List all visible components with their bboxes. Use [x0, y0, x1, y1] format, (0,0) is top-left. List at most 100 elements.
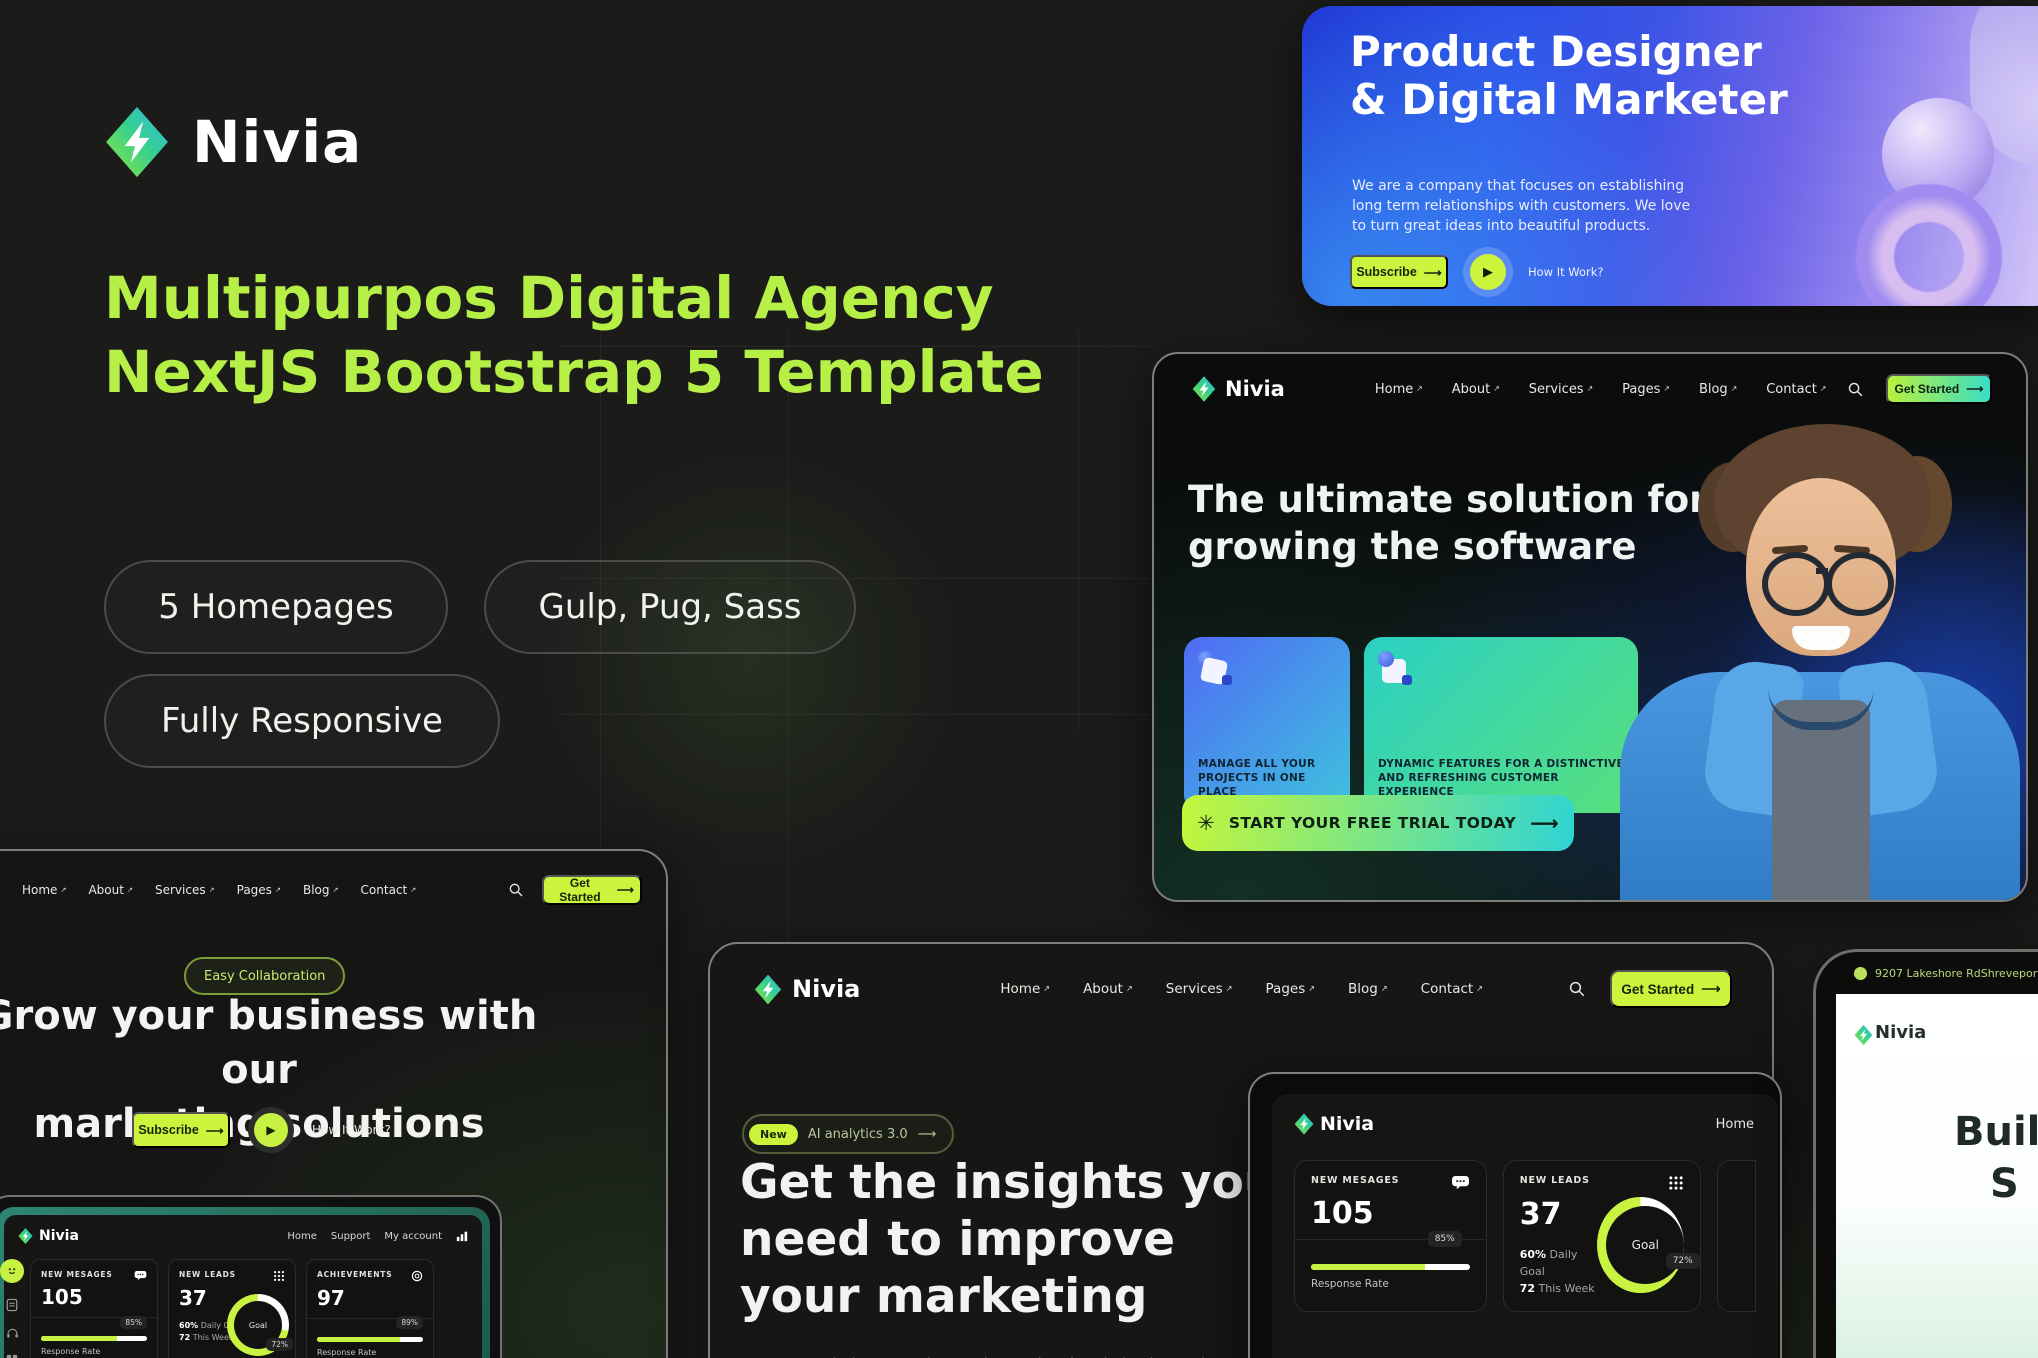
external-arrow-icon: ↗: [126, 885, 133, 894]
nav-item-label: Home: [1000, 981, 1041, 997]
arrow-right-icon: ⟶: [1530, 811, 1559, 835]
dashboard-panel: Nivia Home NEW MESAGES 105 85%: [1272, 1094, 1778, 1358]
nivia-logo-icon: [1854, 1024, 1873, 1045]
nav-item-pages[interactable]: Pages ↗: [237, 883, 281, 897]
stat-label: NEW MESAGES: [1311, 1175, 1400, 1186]
nav-item-home[interactable]: Home ↗: [22, 883, 66, 897]
badge-label: Easy Collaboration: [204, 968, 326, 984]
nav-menu: Home ↗ About ↗ Services ↗ Pages ↗ Blog ↗ Cont…: [1000, 981, 1483, 997]
daily-goal-value: 60%: [1519, 1248, 1547, 1261]
promo-card-product-designer: Product Designer & Digital Marketer We a…: [1302, 6, 2038, 306]
feature-pill-homepages: 5 Homepages: [104, 560, 448, 654]
location-dot-icon: [1854, 966, 1867, 980]
stat-card-messages: NEW MESAGES 105 85% Response Rate: [30, 1259, 158, 1358]
nav-item-services[interactable]: Services ↗: [1529, 382, 1593, 397]
ai-analytics-badge[interactable]: New AI analytics 3.0 ⟶: [742, 1114, 955, 1154]
nav-item-contact[interactable]: Contact ↗: [361, 883, 417, 897]
play-button[interactable]: ▶: [248, 1107, 294, 1153]
collaboration-badge: Easy Collaboration: [184, 957, 346, 995]
grid-icon[interactable]: [6, 1354, 18, 1358]
feature-pill-label: 5 Homepages: [158, 587, 394, 627]
page-title-line1: Multipurpos Digital Agency: [104, 263, 994, 332]
feature-pill-tooling: Gulp, Pug, Sass: [484, 560, 856, 654]
background-gridline: [600, 330, 601, 945]
get-started-label: Get Started: [1894, 382, 1960, 396]
dash-nav-home[interactable]: Home: [287, 1230, 317, 1242]
document-icon[interactable]: [6, 1298, 18, 1312]
goal-progress-ring: Goal: [1597, 1197, 1685, 1293]
brand-name: Nivia: [1225, 377, 1285, 401]
search-icon[interactable]: [1847, 381, 1864, 398]
play-button[interactable]: ▶: [1470, 254, 1506, 290]
external-arrow-icon: ↗: [410, 885, 417, 894]
stat-cards-row: NEW MESAGES 105 85% Response Rate: [30, 1259, 434, 1358]
arrow-right-icon: ⟶: [917, 1126, 937, 1142]
external-arrow-icon: ↗: [274, 885, 281, 894]
search-icon[interactable]: [1568, 980, 1586, 998]
nav-item-about[interactable]: About ↗: [1083, 981, 1133, 997]
get-started-button[interactable]: Get Started ⟶: [1886, 374, 1992, 404]
stat-value: 37: [179, 1286, 207, 1310]
stat-badge: 89%: [396, 1316, 423, 1329]
stat-card-messages: NEW MESAGES 105 85% Response Rate: [1294, 1160, 1487, 1312]
bar-chart-icon[interactable]: [456, 1230, 468, 1242]
week-value: 72: [179, 1333, 191, 1342]
play-icon: ▶: [1483, 264, 1493, 280]
nav-item-home[interactable]: Home ↗: [1375, 382, 1423, 397]
dash-nav-home[interactable]: Home: [1715, 1116, 1754, 1132]
goal-label: Goal: [248, 1320, 268, 1330]
external-arrow-icon: ↗: [1493, 383, 1500, 393]
nav-item-contact[interactable]: Contact ↗: [1766, 382, 1826, 397]
arrow-right-icon: ⟶: [205, 1123, 224, 1138]
subscribe-label: Subscribe: [1356, 265, 1417, 279]
nav-item-blog[interactable]: Blog ↗: [1699, 382, 1737, 397]
background-gridline: [788, 330, 789, 945]
nav-item-blog[interactable]: Blog ↗: [1348, 981, 1388, 997]
nav-menu: Home ↗ About ↗ Services ↗ Pages ↗ Blog ↗ Cont…: [1375, 382, 1827, 397]
nav-item-blog[interactable]: Blog ↗: [303, 883, 339, 897]
stat-card-leads: NEW LEADS 37 60% Daily Goal 72 This Week: [1502, 1160, 1701, 1312]
avatar[interactable]: [0, 1259, 24, 1283]
subscribe-button[interactable]: Subscribe ⟶: [1350, 255, 1448, 289]
mobile-screen: Nivia Build S: [1836, 994, 2038, 1358]
nivia-logo-icon: [754, 973, 782, 1006]
arrow-right-icon: ⟶: [1423, 265, 1442, 280]
nav-item-home[interactable]: Home ↗: [1000, 981, 1050, 997]
headset-icon[interactable]: [6, 1327, 19, 1339]
get-started-button[interactable]: Get Started ⟶: [1610, 970, 1732, 1008]
get-started-button[interactable]: Get Started ⟶: [542, 875, 642, 905]
background-gridline: [560, 578, 1150, 579]
week-value: 72: [1519, 1282, 1536, 1295]
hero-title-line1: Build: [1954, 1109, 2038, 1155]
nav-item-label: Pages: [1622, 381, 1661, 397]
nivia-logo-icon: [1192, 375, 1216, 403]
nav-item-pages[interactable]: Pages ↗: [1622, 382, 1670, 397]
external-arrow-icon: ↗: [1380, 983, 1388, 993]
nav-item-about[interactable]: About ↗: [88, 883, 133, 897]
brand-name: Nivia: [1875, 1022, 1927, 1043]
nav-item-label: About: [1083, 981, 1123, 997]
preview-navbar: Home ↗ About ↗ Services ↗ Pages ↗ Blog ↗ Cont…: [0, 851, 666, 905]
nav-item-about[interactable]: About ↗: [1452, 382, 1500, 397]
nav-item-label: About: [1451, 381, 1491, 397]
dash-nav-account[interactable]: My account: [384, 1230, 442, 1242]
nav-item-services[interactable]: Services ↗: [155, 883, 215, 897]
free-trial-cta-button[interactable]: ✳ START YOUR FREE TRIAL TODAY ⟶: [1182, 795, 1574, 851]
background-gridline: [560, 346, 1150, 347]
daily-goal-value: 60%: [179, 1321, 199, 1330]
external-arrow-icon: ↗: [1663, 383, 1670, 393]
nav-item-label: Blog: [302, 883, 330, 897]
nav-item-label: Home: [22, 883, 58, 897]
progress-bar: [41, 1336, 147, 1341]
page-title: Multipurpos Digital Agency NextJS Bootst…: [104, 261, 1044, 409]
feature-card-projects: MANAGE ALL YOUR PROJECTS IN ONE PLACE: [1184, 637, 1350, 813]
dash-nav-support[interactable]: Support: [330, 1230, 371, 1242]
subscribe-button[interactable]: Subscribe ⟶: [132, 1112, 230, 1148]
feature-card-text: MANAGE ALL YOUR PROJECTS IN ONE PLACE: [1198, 758, 1316, 798]
nav-item-services[interactable]: Services ↗: [1166, 981, 1233, 997]
arrow-right-icon: ⟶: [616, 883, 634, 897]
nav-item-contact[interactable]: Contact ↗: [1421, 981, 1483, 997]
brand-lockup: Nivia: [1294, 1112, 1374, 1136]
nav-item-pages[interactable]: Pages ↗: [1266, 981, 1316, 997]
search-icon[interactable]: [508, 882, 524, 898]
